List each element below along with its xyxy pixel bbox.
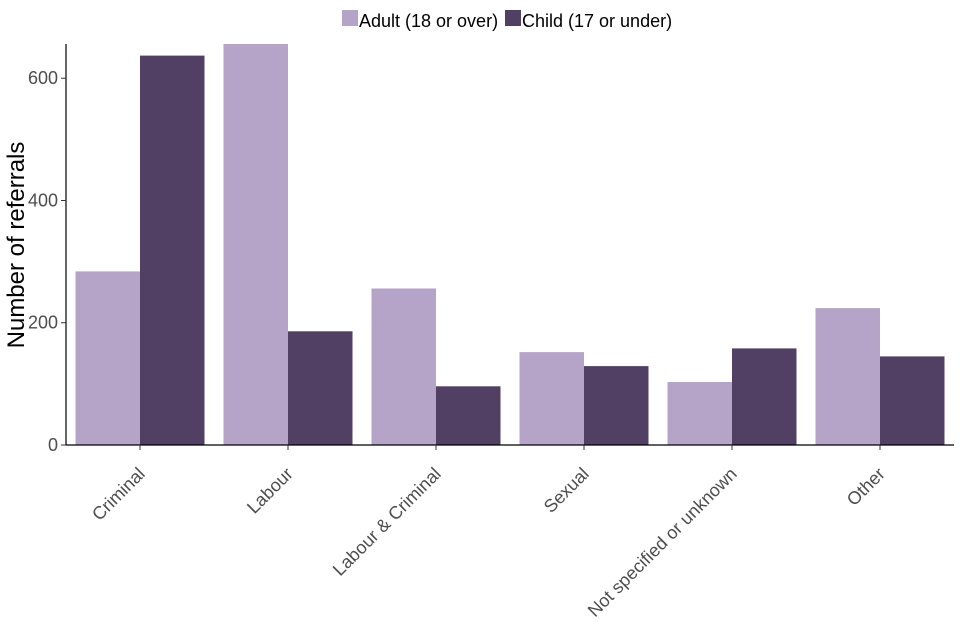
x-tick-label: Not specified or unknown (584, 464, 741, 621)
y-ticks-group: 0 200 400 600 (28, 68, 66, 455)
bar-child-1 (288, 331, 353, 445)
legend-swatch-child (505, 10, 521, 26)
x-ticks-group: Criminal Labour Labour & Criminal SexualNot… (88, 445, 889, 621)
bar-child-3 (584, 366, 649, 445)
bar-adult-2 (371, 288, 436, 445)
x-tick-label: Sexual (540, 464, 593, 517)
x-tick-label: Labour (243, 464, 297, 518)
bar-child-5 (880, 356, 945, 445)
legend-swatch-adult (342, 10, 358, 26)
bar-adult-5 (815, 308, 880, 445)
bar-child-4 (732, 348, 797, 445)
bar-adult-0 (75, 271, 140, 445)
bar-adult-3 (519, 352, 584, 445)
y-tick-label: 0 (48, 435, 58, 455)
bar-adult-1 (223, 44, 288, 445)
bar-child-2 (436, 386, 501, 445)
y-tick-label: 200 (28, 313, 58, 333)
bar-adult-4 (667, 382, 732, 445)
y-axis-title: Number of referrals (3, 142, 30, 349)
y-tick-label: 400 (28, 190, 58, 210)
legend-label-child: Child (17 or under) (522, 11, 672, 31)
bars-group (75, 44, 945, 445)
x-tick-label: Criminal (88, 464, 149, 525)
legend: Adult (18 or over) Child (17 or under) (342, 10, 672, 31)
legend-label-adult: Adult (18 or over) (359, 11, 498, 31)
bar-child-0 (140, 55, 205, 445)
y-tick-label: 600 (28, 68, 58, 88)
x-tick-label: Labour & Criminal (329, 464, 445, 580)
x-tick-label: Other (843, 464, 889, 510)
axes-group (65, 44, 954, 446)
